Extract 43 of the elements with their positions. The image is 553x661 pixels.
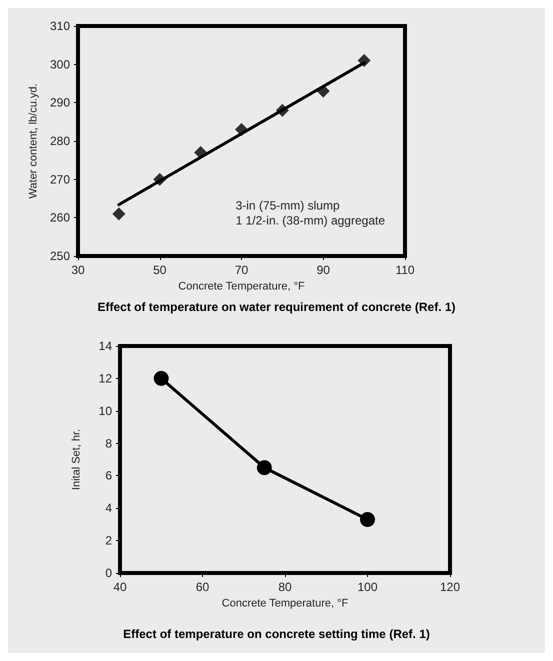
x-tick-label: 100 — [357, 580, 378, 594]
y-tick-label: 290 — [50, 96, 70, 110]
point — [194, 146, 208, 159]
y-tick-label: 300 — [50, 57, 70, 72]
y-axis-title: Water content, lb/cu.yd. — [28, 83, 40, 199]
x-tick-label: 50 — [153, 263, 167, 277]
x-tick-label: 110 — [395, 263, 415, 277]
text: Effect of temperature on concrete setting time (Ref. 1) — [123, 627, 430, 641]
y-tick-label: 4 — [105, 501, 112, 516]
point — [276, 104, 289, 117]
x-tick-label: 90 — [316, 263, 330, 277]
y-tick-label: 10 — [98, 404, 112, 418]
point — [256, 460, 272, 476]
y-tick-label: 2 — [105, 534, 112, 548]
x-tick-label: 120 — [440, 580, 460, 594]
point — [154, 370, 169, 386]
y-tick-label: 8 — [105, 436, 112, 450]
point — [358, 54, 371, 67]
text: Effect of temperature on water requirement of concrete (Ref. 1) — [97, 300, 456, 314]
y-tick-label: 250 — [50, 249, 70, 263]
y-tick-label: 260 — [50, 210, 70, 225]
y-tick-label: 14 — [98, 339, 112, 353]
y-tick-label: 0 — [105, 566, 112, 580]
point — [235, 123, 248, 136]
y-tick-label: 270 — [50, 172, 70, 186]
x-tick-label: 30 — [71, 263, 85, 277]
x-axis-title: Concrete Temperature, °F — [178, 280, 306, 292]
annotation: 3-in (75-mm) slump — [236, 198, 340, 212]
y-tick-label: 12 — [98, 371, 112, 386]
y-tick-label: 6 — [105, 468, 112, 483]
x-tick-label: 80 — [278, 580, 292, 594]
y-axis-title: Inital Set, hr. — [70, 428, 82, 490]
annotation: 1 1/2-in. (38-mm) aggregate — [236, 214, 386, 228]
x-axis-title: Concrete Temperature, °F — [222, 597, 349, 610]
point — [316, 84, 330, 98]
point — [153, 172, 166, 186]
point — [360, 512, 375, 527]
x-tick-label: 70 — [234, 263, 248, 277]
x-tick-label: 60 — [196, 580, 210, 594]
x-tick-label: 40 — [113, 580, 127, 594]
y-tick-label: 280 — [50, 134, 70, 148]
point — [112, 207, 126, 220]
y-tick-label: 310 — [50, 19, 70, 33]
